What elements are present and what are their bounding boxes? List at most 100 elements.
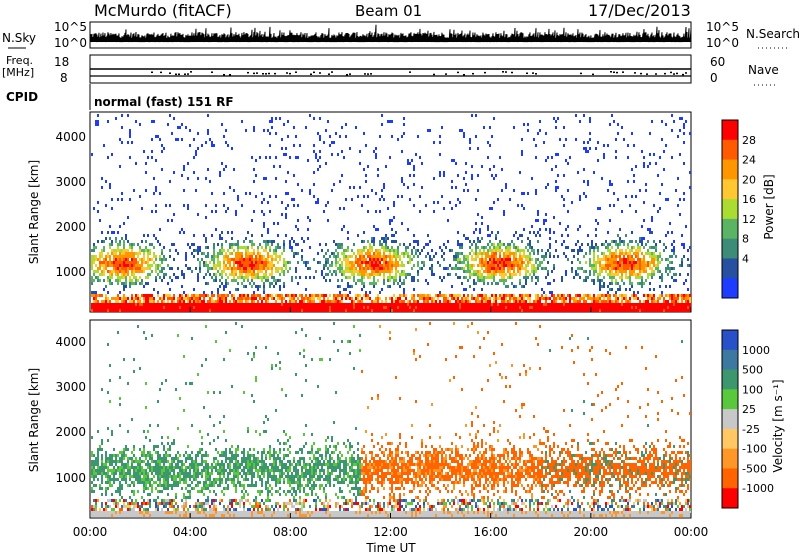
heatmap-cell bbox=[449, 300, 451, 303]
heatmap-cell bbox=[535, 276, 537, 279]
heatmap-cell bbox=[677, 303, 679, 306]
heatmap-cell bbox=[261, 267, 263, 270]
heatmap-cell bbox=[91, 306, 93, 309]
heatmap-cell bbox=[217, 294, 219, 297]
heatmap-cell bbox=[337, 279, 339, 282]
heatmap-cell bbox=[309, 276, 311, 279]
heatmap-cell bbox=[649, 267, 651, 270]
heatmap-cell bbox=[305, 276, 307, 279]
heatmap-cell bbox=[211, 141, 213, 144]
heatmap-cell bbox=[101, 505, 103, 508]
heatmap-cell bbox=[545, 219, 547, 222]
heatmap-cell bbox=[391, 267, 393, 270]
heatmap-cell bbox=[633, 144, 635, 147]
heatmap-cell bbox=[487, 300, 489, 303]
heatmap-cell bbox=[685, 120, 687, 123]
heatmap-cell bbox=[461, 267, 463, 270]
heatmap-cell bbox=[689, 246, 691, 249]
heatmap-cell bbox=[571, 306, 573, 309]
heatmap-cell bbox=[341, 270, 343, 273]
heatmap-cell bbox=[459, 300, 461, 303]
heatmap-cell bbox=[471, 273, 473, 276]
heatmap-cell bbox=[143, 430, 145, 433]
heatmap-cell bbox=[395, 276, 397, 279]
heatmap-cell bbox=[117, 267, 119, 270]
heatmap-cell bbox=[673, 273, 675, 276]
heatmap-cell bbox=[519, 234, 521, 237]
heatmap-cell bbox=[423, 261, 425, 264]
heatmap-cell bbox=[393, 201, 395, 204]
heatmap-cell bbox=[371, 258, 373, 261]
heatmap-cell bbox=[429, 255, 431, 258]
heatmap-cell bbox=[121, 192, 123, 195]
heatmap-cell bbox=[213, 294, 215, 297]
heatmap-cell bbox=[491, 174, 493, 177]
heatmap-cell bbox=[129, 300, 131, 303]
heatmap-cell bbox=[523, 123, 525, 126]
heatmap-cell bbox=[625, 249, 627, 252]
heatmap-cell bbox=[369, 291, 371, 294]
heatmap-cell bbox=[109, 499, 111, 502]
heatmap-cell bbox=[513, 255, 515, 258]
heatmap-cell bbox=[531, 306, 533, 309]
heatmap-cell bbox=[541, 294, 543, 297]
heatmap-cell bbox=[399, 243, 401, 246]
heatmap-cell bbox=[599, 300, 601, 303]
heatmap-cell bbox=[123, 243, 125, 246]
heatmap-cell bbox=[137, 243, 139, 246]
heatmap-cell bbox=[139, 481, 141, 484]
heatmap-cell bbox=[259, 156, 261, 159]
heatmap-cell bbox=[587, 234, 589, 237]
heatmap-cell bbox=[91, 454, 93, 457]
heatmap-cell bbox=[641, 240, 643, 243]
heatmap-cell bbox=[351, 300, 353, 303]
heatmap-cell bbox=[507, 285, 509, 288]
heatmap-cell bbox=[113, 460, 115, 463]
heatmap-cell bbox=[99, 511, 101, 514]
heatmap-cell bbox=[237, 300, 239, 303]
heatmap-cell bbox=[367, 264, 369, 267]
heatmap-cell bbox=[461, 129, 463, 132]
heatmap-cell bbox=[193, 243, 195, 246]
heatmap-cell bbox=[105, 294, 107, 297]
heatmap-cell bbox=[129, 472, 131, 475]
heatmap-cell bbox=[363, 285, 365, 288]
heatmap-cell bbox=[105, 309, 107, 312]
heatmap-cell bbox=[121, 484, 123, 487]
heatmap-cell bbox=[405, 309, 407, 312]
heatmap-cell bbox=[641, 267, 643, 270]
heatmap-cell bbox=[115, 300, 117, 303]
heatmap-cell bbox=[457, 252, 459, 255]
heatmap-cell bbox=[403, 294, 405, 297]
heatmap-cell bbox=[169, 204, 171, 207]
heatmap-cell bbox=[489, 297, 491, 300]
heatmap-cell bbox=[505, 264, 507, 267]
heatmap-cell bbox=[427, 129, 429, 132]
heatmap-cell bbox=[131, 300, 133, 303]
heatmap-cell bbox=[353, 186, 355, 189]
heatmap-cell bbox=[99, 273, 101, 276]
heatmap-cell bbox=[231, 267, 233, 270]
heatmap-cell bbox=[205, 264, 207, 267]
heatmap-cell bbox=[105, 490, 107, 493]
heatmap-cell bbox=[659, 297, 661, 300]
heatmap-cell bbox=[129, 198, 131, 201]
heatmap-cell bbox=[355, 270, 357, 273]
heatmap-cell bbox=[503, 213, 505, 216]
heatmap-cell bbox=[349, 147, 351, 150]
heatmap-cell bbox=[97, 466, 99, 469]
heatmap-cell bbox=[301, 237, 303, 240]
heatmap-cell bbox=[325, 129, 327, 132]
heatmap-cell bbox=[647, 273, 649, 276]
heatmap-cell bbox=[369, 303, 371, 306]
heatmap-cell bbox=[173, 213, 175, 216]
heatmap-cell bbox=[135, 306, 137, 309]
heatmap-cell bbox=[481, 246, 483, 249]
nave-label: Nave bbox=[748, 63, 779, 77]
heatmap-cell bbox=[441, 303, 443, 306]
heatmap-cell bbox=[495, 297, 497, 300]
heatmap-cell bbox=[439, 300, 441, 303]
heatmap-cell bbox=[435, 306, 437, 309]
heatmap-cell bbox=[347, 258, 349, 261]
heatmap-cell bbox=[467, 264, 469, 267]
